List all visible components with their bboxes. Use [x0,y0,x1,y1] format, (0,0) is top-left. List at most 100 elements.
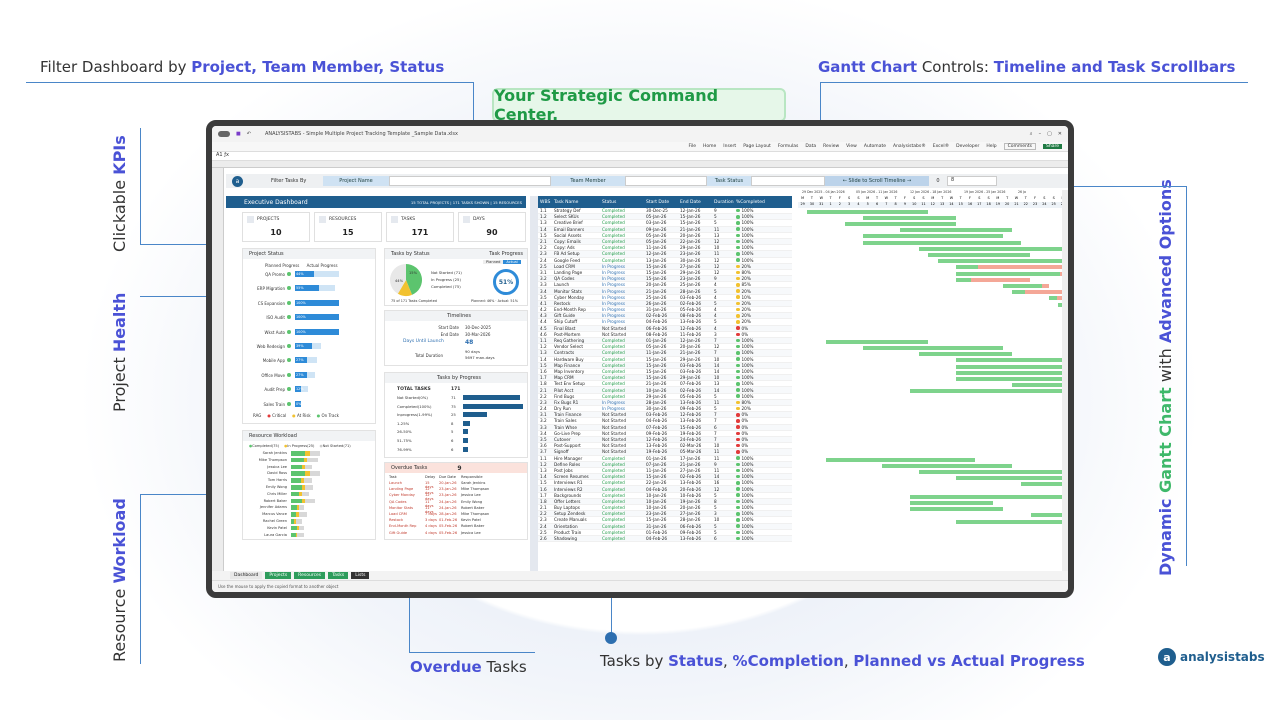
minimize-icon[interactable]: – [1038,131,1042,137]
resource-name: Sarah Jenkins [262,451,287,455]
table-row: 1.5 Social Assets Completed 05-Jan-26 20-Jan… [538,233,792,239]
filter-member-input[interactable] [625,176,707,186]
search-icon[interactable]: ⌕ [1029,131,1033,137]
tasks-by-progress-title: Tasks by Progress [385,373,527,383]
gantt-bar-done [900,228,1012,233]
gantt-day: 10 [912,202,917,206]
gantt-bar-done [1011,290,1025,295]
sheet-tab-resources[interactable]: Resources [294,572,326,579]
menu-item[interactable]: Developer [956,144,980,149]
kpi-value: 90 [486,228,498,237]
tasks-by-status-title: Tasks by Status Task Progress [385,249,527,259]
share-button[interactable]: Share [1043,144,1062,149]
kpi-projects[interactable]: PROJECTS 10 [242,212,310,242]
workload-segment [295,519,303,524]
gantt-bar-done [937,259,1068,264]
gantt-weekday: S [987,196,990,200]
gantt-weekday: F [903,196,906,200]
tab-actual[interactable]: Actual [503,260,521,264]
workload-segment [305,471,311,476]
project-name: CS Expansion [257,300,285,306]
menu-item[interactable]: Formulas [777,144,799,149]
menu-item[interactable]: Excel® [932,144,950,149]
table-row: 4.5 Final Blast Not Started 06-Feb-26 12-Feb… [538,325,792,332]
table-row: 1.4 Hardware Buy Completed 15-Jan-26 29-Jan-… [538,357,792,363]
callout-dg-line [1186,186,1187,566]
gantt-day: 12 [930,202,935,206]
filter-status[interactable]: Task Status [707,176,751,186]
menu-item[interactable]: Automate [863,144,886,149]
overdue-row: Monitor Stats 11 days 24-Jan-26 Robert Bake… [389,505,485,514]
table-row: 2.4 Orientation Completed 31-Jan-26 06-Feb-2… [538,523,792,530]
menu-item[interactable]: Data [805,144,817,149]
completion-dot [736,425,740,429]
menu-item[interactable]: View [846,144,857,149]
tab-planned[interactable]: Planned [483,260,504,264]
callout-gantt-connector [820,82,821,136]
progress-row-bar [463,446,469,452]
filter-status-input[interactable] [751,176,825,186]
progress-row-bar [463,420,471,426]
sheet-tab-lists[interactable]: Lists [351,572,370,579]
task-scrollbar[interactable] [530,196,538,571]
menu-item[interactable]: Help [986,144,997,149]
rag-dot [287,315,291,320]
filter-project-input[interactable] [389,176,551,186]
close-icon[interactable]: ✕ [1057,131,1062,137]
menu-item[interactable]: Review [823,144,840,149]
gantt-bar-done [863,345,1003,350]
sheet-tab-dashboard[interactable]: Dashboard [230,572,263,579]
donut-pct-2: 15% [409,271,417,275]
autosave-toggle[interactable] [218,131,230,137]
table-row: 4.4 Ship Cutoff In Progress 04-Feb-26 13-Feb… [538,319,792,326]
menu-item[interactable]: Page Layout [743,144,771,149]
callout-gantt-underline [820,82,1248,83]
table-row: 4.3 Gift Guide In Progress 02-Feb-26 08-Feb-… [538,313,792,320]
kpi-resources[interactable]: RESOURCES 15 [314,212,382,242]
filter-project[interactable]: Project Name [323,176,389,186]
completion-dot [736,351,740,355]
completion-dot [736,233,740,238]
menu-item[interactable]: Home [702,144,717,149]
name-box[interactable]: A1 [216,152,223,158]
progress-tabs: Planned Actual [483,260,521,264]
callout-tasks-dot-2 [605,632,617,644]
table-row: 3.6 Post-Support Not Started 13-Feb-26 02-Ma… [538,443,792,450]
save-icon[interactable]: ■ [236,131,241,137]
progress-row-bar [463,403,523,409]
table-row: 1.2 Define Roles Completed 07-Jan-26 21-Jan-… [538,461,792,468]
kpi-tasks[interactable]: TASKS 171 [386,212,454,242]
actual-bar: 39% [295,343,313,349]
kpi-days[interactable]: DAYS 90 [458,212,526,242]
workload-segment [302,498,306,504]
gantt-weekday: T [875,196,879,200]
gantt-day: 9 [903,202,906,206]
gantt-bar-done [918,352,1012,357]
row-headers [212,168,224,571]
comments-button[interactable]: Comments [1003,143,1036,150]
menu-item[interactable]: Insert [723,144,737,149]
undo-icon[interactable]: ↶ [246,131,251,137]
resource-name: Jennifer Adams [259,505,287,510]
gantt-weekday: M [866,196,870,200]
formula-bar[interactable]: A1 ƒx [212,152,1068,161]
maximize-icon[interactable]: ▢ [1047,131,1052,137]
filter-member[interactable]: Team Member [551,176,625,186]
workload-segment [297,505,299,510]
table-row: 3.4 Monitor Stats In Progress 21-Jan-26 28-J… [538,288,792,295]
task-table-header: WBS Task Name Status Start Date End Date Dura… [538,196,792,208]
completion-dot [736,258,740,262]
progress-row-bar [463,438,469,443]
timeline-scroll-button[interactable]: ← Slide to Scroll Timeline → [825,176,929,186]
actual-bar: 100% [295,299,339,306]
menu-item[interactable]: Analysistabs® [892,144,926,149]
menu-item[interactable]: File [688,144,696,149]
completion-dot [736,314,740,318]
gantt-scrollbar[interactable] [1062,190,1068,571]
sheet-tab-tasks[interactable]: Tasks [328,572,349,579]
gantt-day: 18 [986,202,991,206]
gantt-bar-done [909,494,1068,499]
callout-gantt-controls: Gantt Chart Controls: Timeline and Task … [818,58,1236,76]
gantt-day: 14 [949,202,954,206]
sheet-tab-projects[interactable]: Projects [265,572,292,579]
